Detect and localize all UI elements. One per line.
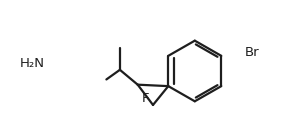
Text: Br: Br <box>245 46 260 59</box>
Text: F: F <box>142 92 149 105</box>
Text: H₂N: H₂N <box>19 57 45 70</box>
